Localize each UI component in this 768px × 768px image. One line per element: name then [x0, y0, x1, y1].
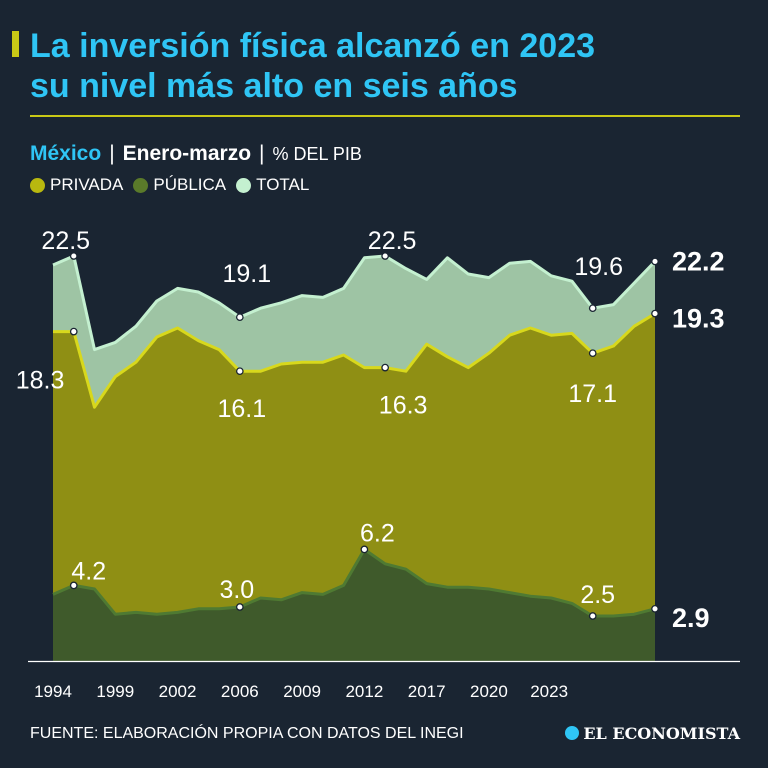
data-point-marker	[235, 313, 244, 322]
legend-swatch-publica	[133, 177, 149, 193]
data-point-marker	[381, 252, 389, 260]
subtitle-country: México	[30, 142, 102, 165]
data-label: 16.3	[379, 392, 428, 420]
x-tick-label: 2006	[221, 682, 259, 701]
x-tick-label: 2023	[530, 682, 568, 701]
area-privada	[53, 313, 655, 661]
data-point-marker	[651, 257, 659, 266]
line-privada	[53, 312, 656, 409]
data-point-marker	[588, 304, 597, 313]
data-label: 4.2	[71, 557, 106, 585]
brand-name: EL ECONOMISTA	[583, 724, 740, 743]
title-line-2: su nivel más alto en seis años	[30, 67, 518, 105]
legend-label-total: TOTAL	[256, 175, 310, 194]
data-label: 2.5	[580, 581, 615, 609]
legend-swatch-privada	[30, 177, 45, 193]
data-point-markers	[69, 252, 659, 620]
data-label: 19.6	[574, 253, 623, 281]
chart-title: La inversión física alcanzó en 2023 su n…	[30, 26, 750, 106]
data-labels: 22.5 19.1 22.5 19.6 22.2 18.3 16.1 16.3 17.1 19.3…	[16, 227, 725, 633]
legend-label-publica: PÚBLICA	[153, 175, 227, 194]
brand-icon	[565, 726, 580, 740]
legend-item-total: TOTAL	[236, 175, 309, 195]
x-axis-ticks: 1994 1999 2002 2006 2009 2012 2017 2020 2023	[34, 682, 568, 701]
x-tick-label: 1999	[96, 682, 134, 701]
data-label: 3.0	[219, 576, 254, 604]
data-label: 6.2	[360, 519, 395, 547]
area-publica	[53, 549, 655, 661]
title-divider	[30, 115, 740, 117]
data-point-marker	[381, 363, 389, 372]
chart-subtitle: México | Enero-marzo | % DEL PIB	[30, 141, 362, 167]
data-label: 18.3	[16, 367, 65, 395]
data-point-marker	[588, 612, 597, 620]
brand-logo: EL ECONOMISTA	[565, 724, 740, 743]
legend-item-publica: PÚBLICA	[133, 175, 226, 195]
data-point-marker	[69, 327, 78, 336]
data-label: 19.3	[672, 304, 725, 334]
data-label: 17.1	[568, 380, 617, 408]
chart-areas	[53, 256, 655, 661]
x-tick-label: 2009	[283, 682, 321, 701]
data-label: 2.9	[672, 603, 710, 633]
x-tick-label: 2002	[159, 682, 197, 701]
chart-lines	[52, 254, 657, 618]
x-tick-label: 1994	[34, 682, 72, 701]
legend-label-privada: PRIVADA	[50, 175, 124, 194]
subtitle-period: Enero-marzo	[122, 142, 252, 165]
data-point-marker	[360, 545, 369, 554]
legend-item-privada: PRIVADA	[30, 175, 123, 195]
data-point-marker	[588, 349, 597, 358]
data-label: 19.1	[222, 260, 271, 288]
title-accent-bar	[12, 31, 19, 57]
line-total	[52, 254, 657, 352]
x-tick-label: 2012	[345, 682, 383, 701]
legend-swatch-total	[236, 177, 252, 193]
data-label: 22.2	[672, 246, 725, 276]
data-point-marker	[235, 603, 244, 611]
subtitle-unit: % DEL PIB	[272, 144, 362, 164]
subtitle-separator: |	[259, 142, 265, 165]
subtitle-separator: |	[109, 142, 115, 165]
data-point-marker	[651, 604, 659, 613]
line-publica	[52, 547, 656, 618]
data-label: 22.5	[368, 227, 417, 255]
x-tick-label: 2020	[470, 682, 508, 701]
source-note: FUENTE: ELABORACIÓN PROPIA CON DATOS DEL…	[30, 725, 464, 742]
data-point-marker	[69, 581, 78, 590]
data-point-marker	[651, 309, 659, 318]
data-point-marker	[69, 252, 78, 260]
chart-legend: PRIVADA PÚBLICA TOTAL	[30, 175, 319, 195]
data-label: 22.5	[41, 227, 90, 255]
data-label: 16.1	[217, 395, 266, 423]
data-point-marker	[235, 367, 244, 376]
x-tick-label: 2017	[408, 682, 446, 701]
title-line-1: La inversión física alcanzó en 2023	[30, 27, 596, 65]
